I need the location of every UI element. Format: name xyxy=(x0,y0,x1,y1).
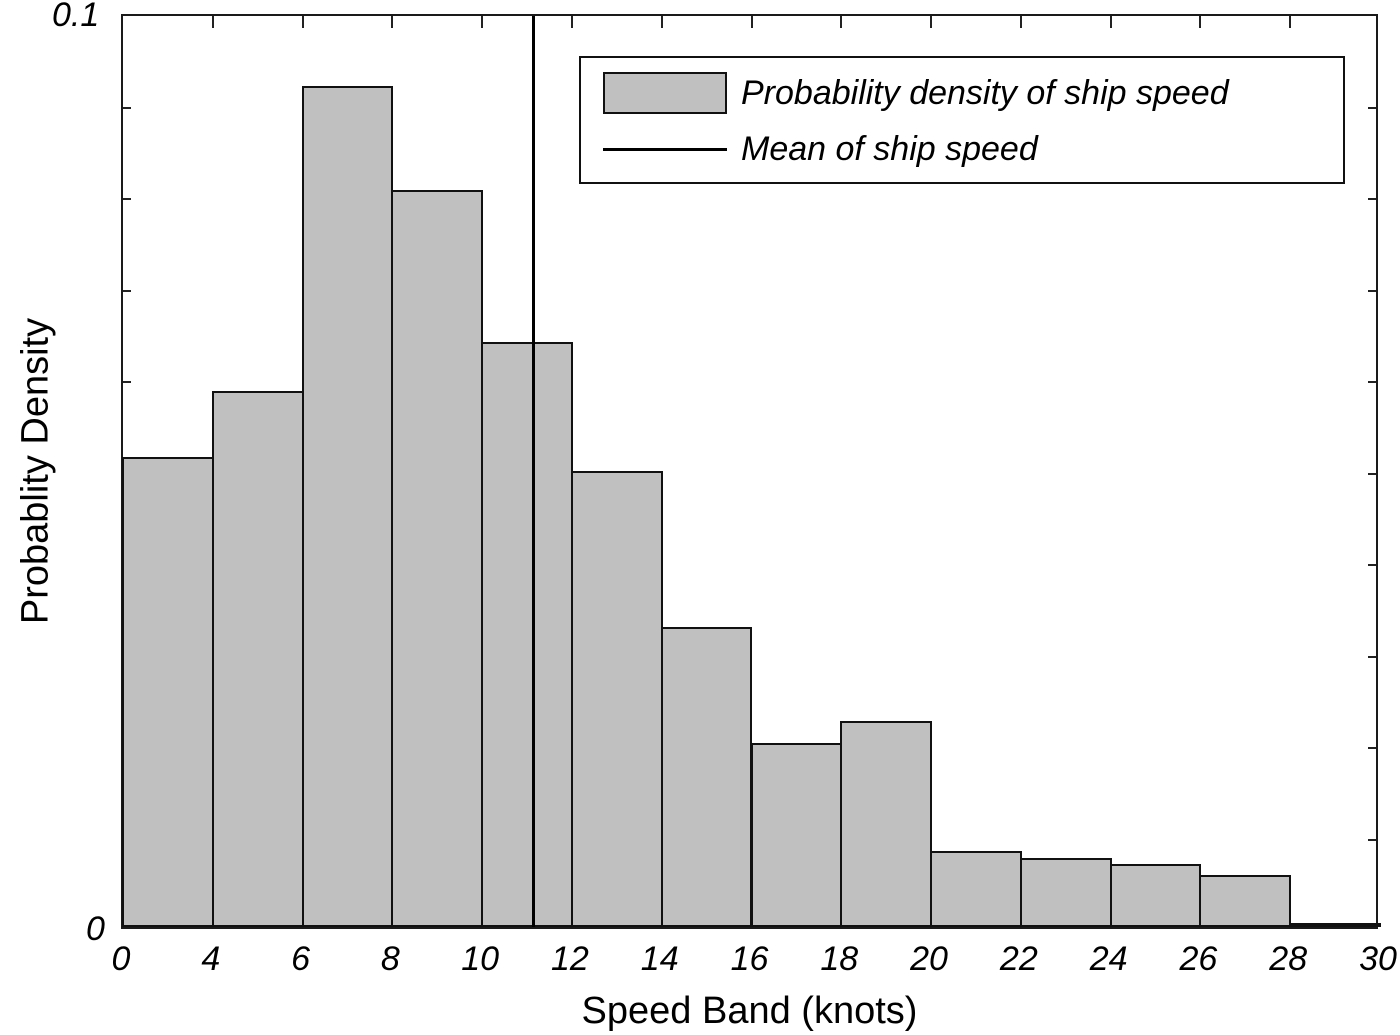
y-tick-mark xyxy=(1368,747,1376,749)
x-tick-label: 22 xyxy=(999,940,1038,978)
line-swatch-icon xyxy=(603,148,727,151)
histogram-bar xyxy=(481,342,573,927)
x-tick-label: 0 xyxy=(111,940,131,978)
x-tick-mark xyxy=(481,16,484,28)
y-tick-mark xyxy=(1368,655,1376,658)
histogram-bar xyxy=(391,190,484,927)
x-tick-mark xyxy=(840,16,843,28)
y-tick-mark xyxy=(123,381,131,383)
y-tick-mark xyxy=(1368,289,1376,292)
x-tick-mark xyxy=(660,16,663,28)
y-tick-mark xyxy=(123,198,131,200)
y-tick-mark xyxy=(123,106,131,109)
x-tick-label: 30 xyxy=(1359,940,1397,978)
x-tick-label: 24 xyxy=(1089,940,1128,978)
x-tick-label: 6 xyxy=(291,940,311,978)
x-tick-label: 20 xyxy=(910,940,948,978)
x-tick-mark xyxy=(301,16,304,28)
x-tick-mark xyxy=(391,16,394,28)
y-tick-label-min: 0 xyxy=(86,910,105,948)
histogram-bar xyxy=(1019,858,1112,927)
y-tick-mark xyxy=(1368,838,1376,841)
x-tick-mark xyxy=(1109,16,1112,28)
legend-label-density: Probability density of ship speed xyxy=(741,73,1229,112)
histogram-bar xyxy=(1289,923,1381,927)
x-tick-mark xyxy=(211,16,214,28)
x-tick-label: 28 xyxy=(1269,940,1308,978)
x-tick-mark xyxy=(570,16,573,28)
x-tick-mark xyxy=(930,16,933,28)
histogram-bar xyxy=(122,456,214,927)
y-tick-label-max: 0.1 xyxy=(52,0,100,34)
x-tick-label: 8 xyxy=(380,940,400,978)
y-tick-mark xyxy=(1368,198,1376,200)
legend-entry-mean: Mean of ship speed xyxy=(603,130,1038,169)
histogram-bar xyxy=(660,626,753,927)
y-tick-mark xyxy=(1368,564,1376,566)
legend-label-mean: Mean of ship speed xyxy=(741,130,1038,168)
x-axis-label: Speed Band (knots) xyxy=(581,990,918,1032)
histogram-bar xyxy=(1109,863,1202,927)
histogram-bar xyxy=(930,851,1022,927)
histogram-bar xyxy=(570,471,663,927)
legend: Probability density of ship speed Mean o… xyxy=(579,56,1345,184)
y-axis-label: Probablity Density xyxy=(14,317,57,625)
x-tick-label: 4 xyxy=(201,940,221,978)
x-tick-label: 18 xyxy=(820,940,859,978)
y-tick-mark xyxy=(1368,381,1376,383)
x-tick-label: 26 xyxy=(1179,940,1218,978)
y-tick-mark xyxy=(123,289,131,292)
plot-area xyxy=(121,14,1381,929)
legend-entry-density: Probability density of ship speed xyxy=(603,72,1229,114)
x-tick-label: 10 xyxy=(461,940,500,978)
x-tick-mark xyxy=(750,16,753,28)
mean-line xyxy=(532,16,536,927)
histogram-bar xyxy=(750,743,843,927)
x-tick-mark xyxy=(1199,16,1202,28)
bar-swatch-icon xyxy=(603,72,727,114)
histogram-bar xyxy=(1199,874,1292,927)
y-tick-mark xyxy=(1368,106,1376,109)
x-tick-label: 16 xyxy=(730,940,769,978)
histogram-bar xyxy=(211,390,304,927)
x-tick-label: 14 xyxy=(640,940,679,978)
x-tick-label: 12 xyxy=(551,940,589,978)
y-tick-mark xyxy=(1368,472,1376,475)
x-tick-mark xyxy=(1289,16,1292,28)
x-tick-mark xyxy=(1019,16,1022,28)
histogram-bar xyxy=(840,721,933,927)
histogram-bar xyxy=(301,86,394,927)
